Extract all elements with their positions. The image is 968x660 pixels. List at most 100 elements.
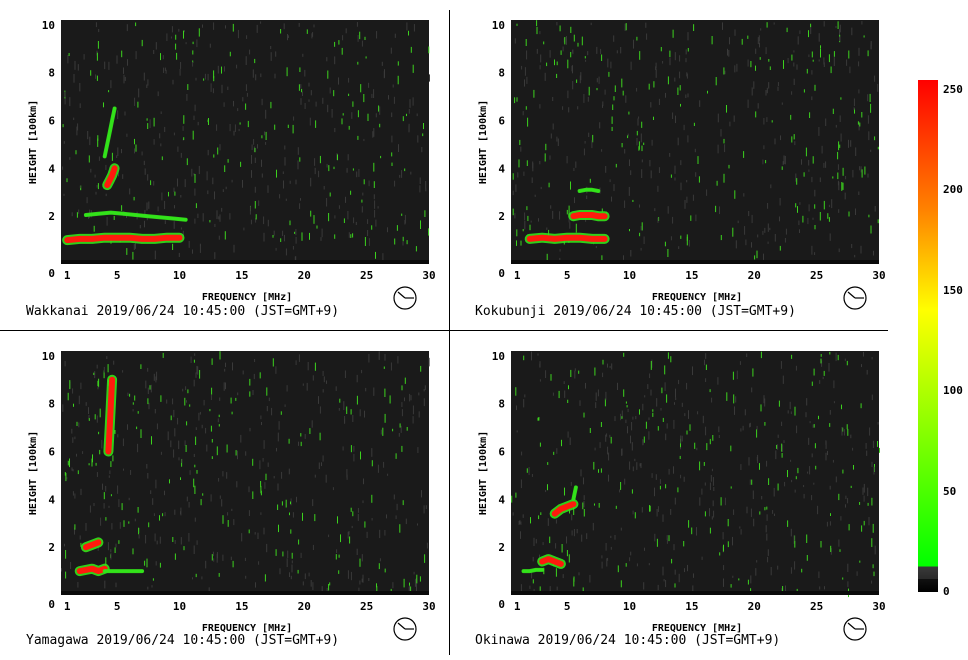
noise-mark: [566, 36, 567, 45]
noise-mark: [384, 530, 386, 536]
ionogram-panel-kokubunji: 1 5 10 15 20 25 30 0 2 4 6 8 10 FREQUENCY [MHz] HEIGHT…: [450, 0, 900, 330]
noise-mark: [666, 394, 668, 403]
noise-mark: [705, 426, 707, 436]
noise-mark: [713, 510, 715, 518]
x-tick-label: 5: [564, 269, 571, 282]
noise-mark: [748, 211, 750, 217]
noise-mark: [384, 413, 386, 423]
noise-mark: [674, 497, 676, 505]
noise-mark: [840, 97, 842, 100]
noise-mark: [284, 234, 285, 242]
noise-mark: [573, 529, 575, 537]
noise-mark: [302, 581, 304, 586]
noise-mark: [347, 531, 349, 539]
noise-mark: [152, 498, 154, 505]
noise-mark: [121, 50, 123, 58]
noise-mark: [313, 215, 315, 224]
noise-mark: [196, 540, 198, 545]
noise-mark: [657, 506, 659, 512]
noise-mark: [412, 64, 414, 73]
noise-mark: [602, 372, 604, 378]
noise-mark: [841, 182, 843, 191]
noise-mark: [840, 133, 842, 142]
noise-mark: [211, 554, 213, 561]
noise-mark: [361, 369, 363, 374]
noise-mark: [833, 380, 835, 389]
noise-mark: [399, 524, 401, 533]
noise-mark: [580, 72, 582, 81]
noise-mark: [105, 193, 107, 197]
noise-mark: [806, 555, 808, 561]
noise-mark: [594, 367, 596, 376]
noise-mark: [520, 521, 522, 525]
noise-mark: [356, 171, 358, 178]
noise-mark: [550, 133, 552, 139]
noise-mark: [211, 358, 213, 365]
noise-mark: [147, 174, 149, 181]
noise-mark: [520, 479, 522, 489]
noise-mark: [757, 103, 759, 109]
noise-mark: [122, 438, 124, 447]
noise-mark: [545, 143, 547, 151]
noise-mark: [733, 509, 735, 515]
noise-mark: [751, 479, 753, 485]
noise-mark: [382, 427, 384, 436]
noise-mark: [312, 582, 314, 590]
noise-mark: [547, 484, 548, 491]
noise-mark: [559, 257, 561, 262]
noise-mark: [179, 69, 181, 76]
noise-mark: [662, 417, 664, 422]
noise-mark: [867, 487, 869, 497]
noise-mark: [322, 455, 324, 462]
noise-mark: [643, 582, 645, 590]
noise-mark: [143, 160, 145, 166]
y-tick-label: 10: [42, 19, 55, 32]
noise-mark: [223, 382, 225, 391]
noise-mark: [613, 96, 615, 101]
noise-mark: [225, 362, 226, 368]
noise-mark: [117, 147, 119, 156]
noise-mark: [251, 170, 252, 178]
noise-mark: [753, 518, 755, 527]
noise-mark: [613, 35, 615, 42]
noise-mark: [872, 440, 874, 448]
noise-mark: [391, 135, 393, 143]
noise-mark: [80, 542, 82, 547]
noise-mark: [627, 408, 629, 413]
noise-mark: [635, 416, 637, 420]
noise-mark: [187, 389, 189, 394]
noise-mark: [121, 503, 123, 511]
noise-mark: [350, 445, 352, 453]
noise-mark: [233, 244, 235, 253]
noise-mark: [295, 236, 297, 244]
noise-mark: [231, 411, 233, 415]
noise-mark: [325, 474, 327, 483]
noise-mark: [207, 149, 209, 156]
x-tick-label: 20: [298, 600, 311, 613]
noise-mark: [200, 499, 202, 506]
noise-mark: [871, 357, 873, 360]
noise-mark: [263, 440, 265, 449]
noise-mark: [835, 352, 837, 362]
noise-mark: [146, 216, 148, 221]
noise-mark: [174, 191, 176, 196]
noise-mark: [64, 472, 66, 476]
noise-mark: [796, 425, 798, 434]
noise-mark: [329, 582, 331, 586]
noise-mark: [110, 553, 112, 560]
noise-mark: [76, 421, 78, 426]
noise-mark: [143, 72, 145, 81]
noise-mark: [352, 511, 354, 517]
noise-mark: [601, 555, 603, 559]
noise-mark: [188, 502, 190, 508]
noise-mark: [66, 178, 68, 183]
noise-mark: [258, 561, 260, 565]
noise-mark: [862, 487, 864, 495]
noise-mark: [516, 240, 517, 246]
noise-mark: [720, 129, 722, 137]
noise-mark: [734, 29, 736, 36]
noise-mark: [658, 217, 660, 221]
noise-mark: [728, 164, 730, 169]
noise-mark: [568, 205, 570, 214]
noise-mark: [195, 436, 197, 445]
